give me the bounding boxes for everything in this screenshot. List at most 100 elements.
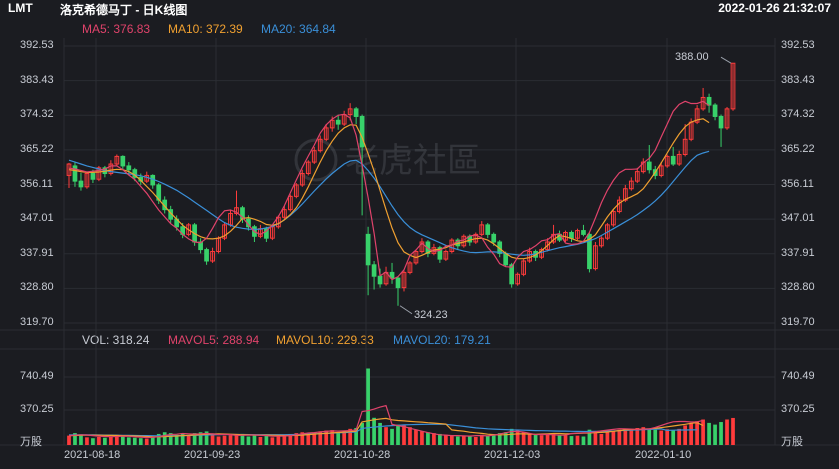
volume-bar	[593, 431, 598, 445]
ma-lines	[68, 100, 710, 281]
price-tick-label: 319.70	[20, 316, 54, 328]
candle-body	[706, 96, 712, 106]
volume-bar	[617, 429, 622, 445]
volume-bar	[449, 435, 454, 445]
volume-bar	[605, 432, 610, 445]
candle-body	[96, 167, 102, 180]
volume-bar	[67, 435, 71, 445]
volume-bar	[629, 430, 634, 445]
candle-body	[730, 62, 736, 110]
volume-bar	[97, 436, 101, 445]
candle-body	[599, 237, 604, 247]
candle-body	[401, 271, 407, 289]
volume-bar	[665, 429, 670, 445]
volume-bar	[707, 422, 711, 445]
volume-bar	[282, 434, 287, 445]
volume-bar	[120, 435, 125, 445]
price-tick-label: 347.01	[20, 212, 54, 225]
candle-body	[569, 231, 574, 239]
candle-body	[407, 262, 413, 273]
candle-body	[593, 245, 598, 270]
candle-body	[329, 119, 335, 129]
volume-bar	[402, 425, 406, 445]
candle-body	[72, 165, 78, 182]
mavol5-legend: MAVOL5: 288.94	[168, 333, 260, 347]
price-tick-label: 356.11	[781, 177, 814, 190]
candle-body	[575, 230, 580, 239]
candle-body	[443, 250, 449, 260]
date-tick-label: 2021-10-28	[334, 449, 391, 461]
volume-bar	[641, 427, 646, 445]
volume-bar	[354, 428, 358, 445]
volume-bar	[497, 433, 502, 445]
candle-body	[581, 230, 586, 235]
volume-bar	[228, 435, 233, 445]
volume-bar	[581, 436, 586, 445]
candle-body	[281, 209, 287, 218]
candle-body	[628, 180, 634, 190]
candle-body	[353, 108, 359, 117]
volume-bar	[306, 433, 311, 445]
timestamp: 2022-01-26 21:32:07	[718, 1, 831, 15]
ma5-legend: MA5: 376.83	[82, 22, 151, 36]
candle-body	[108, 163, 114, 175]
candle-body	[126, 165, 132, 171]
volume-bar	[719, 422, 723, 445]
volume-bar	[180, 433, 185, 445]
price-tick-label: 319.70	[781, 316, 815, 328]
candle-body	[587, 233, 592, 270]
candle-body	[389, 271, 395, 279]
volume-bar	[725, 419, 729, 445]
mavol-lines	[68, 404, 704, 439]
candle-body	[234, 207, 239, 214]
candle-body	[120, 155, 126, 167]
volume-tick-label: 370.25	[20, 403, 54, 415]
volume-bar	[396, 424, 400, 445]
volume-bar	[689, 422, 693, 445]
volume-bar	[521, 432, 526, 445]
volume-bar	[234, 434, 239, 445]
volume-bar	[324, 430, 329, 445]
volume-bar	[677, 428, 682, 445]
volume-bar	[701, 419, 705, 445]
candle-body	[78, 180, 84, 188]
candle-body	[317, 138, 323, 152]
candle-body	[377, 275, 383, 285]
volume-bar	[569, 436, 574, 445]
volume-bar	[647, 428, 652, 445]
candle-body	[515, 273, 521, 285]
volume-bar	[438, 433, 442, 445]
volume-bar	[414, 429, 418, 445]
candle-body	[694, 108, 700, 123]
ticker-symbol: LMT	[8, 1, 33, 15]
volume-bar	[444, 434, 448, 445]
candle-body	[186, 224, 191, 235]
volume-bar	[168, 433, 173, 445]
mavol20-legend: MAVOL20: 179.21	[393, 333, 491, 347]
candle-body	[293, 184, 299, 197]
price-tick-label: 337.91	[20, 246, 54, 259]
candle-body	[521, 260, 526, 275]
volume-bar	[563, 435, 568, 445]
candle-body	[646, 161, 652, 171]
high-label: 388.00	[675, 51, 709, 63]
volume-bar	[539, 435, 544, 445]
volume-bar	[204, 431, 209, 445]
volume-bar	[162, 432, 167, 445]
volume-bar	[599, 433, 604, 445]
volume-bar	[192, 433, 197, 445]
candle-body	[658, 165, 664, 176]
volume-bar	[240, 433, 245, 445]
volume-bar	[264, 435, 269, 445]
candle-body	[359, 115, 365, 148]
volume-tick-label: 万股	[781, 436, 803, 448]
volume-bar	[659, 430, 664, 445]
candle-body	[347, 108, 353, 116]
candle-body	[664, 155, 670, 167]
volume-bar	[432, 433, 436, 445]
volume-bar	[695, 421, 699, 445]
volume-bar	[222, 435, 227, 445]
candle-body	[210, 250, 215, 262]
price-tick-label: 392.53	[781, 39, 815, 51]
